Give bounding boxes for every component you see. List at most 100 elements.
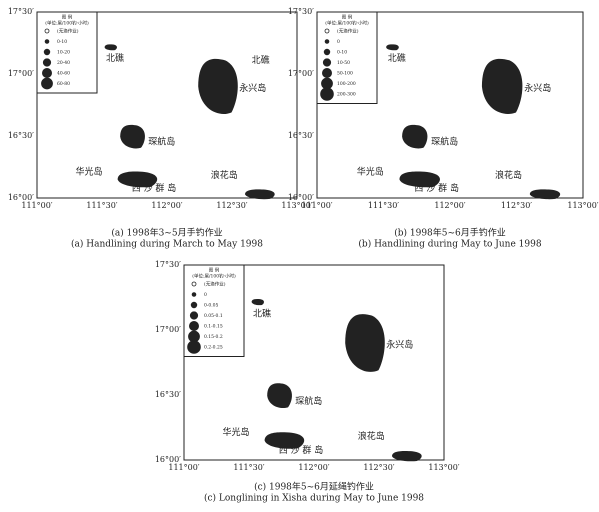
x-tick-label: 111°30′ xyxy=(86,201,117,210)
legend-title: 图 例 xyxy=(209,267,220,274)
legend-symbol xyxy=(41,77,53,90)
legend-title: 图 例 xyxy=(62,14,73,21)
y-tick-label: 17°30′ xyxy=(8,7,34,16)
x-tick-label: 111°30′ xyxy=(368,201,399,210)
legend-symbol xyxy=(44,28,50,34)
legend-label: 10-50 xyxy=(337,60,350,66)
island-catch-area xyxy=(117,171,158,188)
legend-label: 0-10 xyxy=(57,39,67,45)
x-tick-label: 113°00′ xyxy=(281,201,312,210)
x-tick-label: 111°00′ xyxy=(301,201,332,210)
x-tick-label: 113°00′ xyxy=(428,463,459,472)
legend-symbol xyxy=(42,58,52,67)
island-label: 北礁 xyxy=(106,52,124,64)
island-catch-area xyxy=(402,124,428,149)
legend-label: 0 xyxy=(337,39,340,45)
caption-en: (b) Handlining during May to June 1998 xyxy=(358,239,541,250)
island-label: 永兴岛 xyxy=(524,82,551,94)
y-tick-label: 16°00′ xyxy=(155,455,181,464)
legend-label: 0 xyxy=(204,292,207,298)
island-label: 西 沙 群 岛 xyxy=(132,182,177,194)
legend-symbol xyxy=(324,39,330,44)
legend-symbol xyxy=(322,58,332,67)
legend-label: 20-40 xyxy=(57,60,70,66)
island-catch-area xyxy=(120,124,145,149)
x-tick-label: 112°30′ xyxy=(501,201,532,210)
x-tick-label: 111°00′ xyxy=(21,201,52,210)
island-catch-area xyxy=(386,44,399,51)
x-tick-label: 111°00′ xyxy=(168,463,199,472)
island-label: 北礁 xyxy=(253,307,271,319)
legend-title: 图 例 xyxy=(342,14,353,21)
x-tick-label: 112°00′ xyxy=(151,201,182,210)
legend-label: 200-300 xyxy=(337,92,356,98)
island-label: 琛航岛 xyxy=(431,136,458,148)
island-catch-area xyxy=(345,314,385,372)
legend-symbol xyxy=(324,28,330,34)
island-label: 琛航岛 xyxy=(295,395,322,407)
legend-symbol xyxy=(191,292,197,297)
y-tick-label: 17°00′ xyxy=(288,69,314,78)
legend-symbol xyxy=(323,48,331,56)
island-label: 永兴岛 xyxy=(239,82,266,94)
island-label: 琛航岛 xyxy=(148,136,175,148)
y-tick-label: 17°00′ xyxy=(155,325,181,334)
legend-symbol xyxy=(188,320,199,331)
island-label: 华光岛 xyxy=(75,165,102,177)
legend-label: 100-200 xyxy=(337,81,356,87)
island-catch-area xyxy=(198,58,238,114)
legend-symbol xyxy=(191,281,197,287)
legend-label: 0.05-0.1 xyxy=(204,313,223,319)
legend-label: 40-60 xyxy=(57,71,70,77)
legend-label: 0-10 xyxy=(337,50,347,56)
legend-symbol xyxy=(187,340,201,354)
y-tick-label: 17°30′ xyxy=(288,7,314,16)
island-label: 北礁 xyxy=(252,54,270,66)
island-label: 华光岛 xyxy=(222,426,249,438)
legend-unit: (单位:尾/100钓·小时) xyxy=(325,20,369,27)
legend-label: 0.15-0.2 xyxy=(204,334,223,340)
legend-symbol xyxy=(44,39,50,44)
island-catch-area xyxy=(264,432,305,449)
island-catch-area xyxy=(529,189,561,200)
caption-cn: (a) 1998年3~5月手钓作业 xyxy=(111,227,222,239)
island-label: 浪花岛 xyxy=(495,169,522,181)
x-tick-label: 112°00′ xyxy=(298,463,329,472)
island-catch-area xyxy=(245,189,275,200)
legend-label: 10-20 xyxy=(57,50,70,56)
island-catch-area xyxy=(251,298,264,306)
legend-label: 0-0.05 xyxy=(204,303,219,309)
y-tick-label: 17°00′ xyxy=(8,69,34,78)
legend-symbol xyxy=(320,87,334,101)
legend-label: 0.2-0.25 xyxy=(204,345,223,351)
island-label: 北礁 xyxy=(388,52,406,64)
x-tick-label: 112°30′ xyxy=(216,201,247,210)
island-catch-area xyxy=(399,171,440,188)
legend-symbol xyxy=(43,48,51,56)
legend-label: 50-100 xyxy=(337,71,353,77)
legend-symbol xyxy=(189,311,199,320)
legend-symbol xyxy=(42,68,53,79)
island-label: 浪花岛 xyxy=(358,430,385,442)
caption-en: (a) Handlining during March to May 1998 xyxy=(71,239,263,250)
y-tick-label: 16°00′ xyxy=(8,193,34,202)
island-catch-area xyxy=(392,450,422,462)
legend-label: (无渔作业) xyxy=(57,28,79,35)
legend-label: 0.1-0.15 xyxy=(204,324,223,330)
x-tick-label: 112°00′ xyxy=(434,201,465,210)
caption-en: (c) Longlining in Xisha during May to Ju… xyxy=(204,493,424,504)
legend-unit: (单位:尾/100钓·小时) xyxy=(192,273,236,280)
island-label: 华光岛 xyxy=(357,165,384,177)
legend-label: (无渔作业) xyxy=(204,281,226,288)
island-catch-area xyxy=(267,383,292,409)
legend-label: 60-80 xyxy=(57,81,70,87)
legend-symbol xyxy=(190,301,198,309)
y-tick-label: 16°30′ xyxy=(288,131,314,140)
legend-symbol xyxy=(321,68,332,79)
island-label: 西 沙 群 岛 xyxy=(414,182,459,194)
y-tick-label: 16°00′ xyxy=(288,193,314,202)
caption-cn: (b) 1998年5~6月手钓作业 xyxy=(394,227,506,239)
x-tick-label: 112°30′ xyxy=(363,463,394,472)
legend-label: (无渔作业) xyxy=(337,28,359,35)
